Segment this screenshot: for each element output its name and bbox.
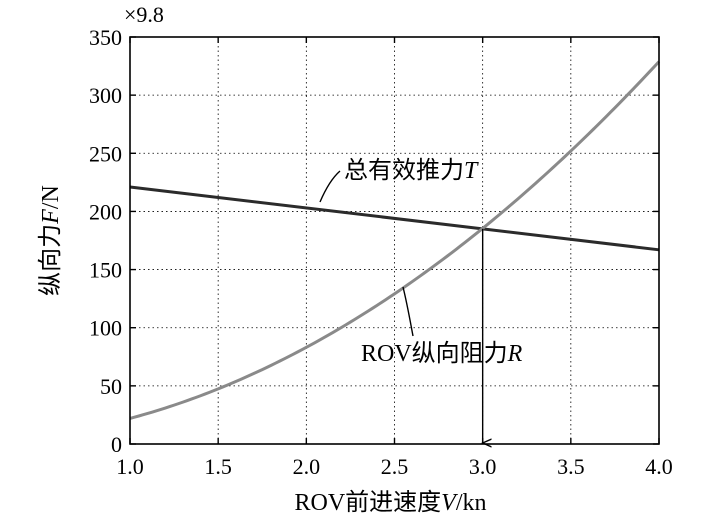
series-label-drag: ROV纵向阻力R bbox=[361, 340, 523, 367]
x-tick-label: 4.0 bbox=[645, 454, 673, 479]
y-tick-label: 200 bbox=[89, 199, 122, 224]
x-tick-label: 2.0 bbox=[293, 454, 321, 479]
y-tick-label: 50 bbox=[100, 374, 122, 399]
x-tick-label: 3.5 bbox=[557, 454, 585, 479]
series-line-drag bbox=[129, 60, 661, 420]
y-tick-label: 100 bbox=[89, 316, 122, 341]
y-axis-label-text: 纵向力 bbox=[37, 224, 64, 296]
series-label-thrust: 总有效推力T bbox=[344, 157, 479, 184]
y-tick-label: 300 bbox=[89, 83, 122, 108]
series-label-thrust-text: 总有效推力 bbox=[344, 157, 464, 184]
x-axis-label-unit: /kn bbox=[456, 490, 487, 516]
drag-label-pointer bbox=[402, 286, 414, 337]
y-axis-label-unit: /N bbox=[38, 185, 64, 209]
x-tick-label: 3.0 bbox=[469, 454, 497, 479]
series-label-drag-text: ROV纵向阻力 bbox=[361, 340, 508, 367]
x-tick-label: 1.0 bbox=[116, 454, 144, 479]
y-tick-label: 350 bbox=[89, 25, 122, 50]
thrust-label-pointer bbox=[319, 170, 341, 203]
x-tick-label: 1.5 bbox=[204, 454, 232, 479]
series-layer bbox=[129, 60, 661, 420]
y-tick-label: 0 bbox=[111, 432, 122, 457]
y-tick-label: 250 bbox=[89, 141, 122, 166]
y-tick-label: 150 bbox=[89, 258, 122, 283]
y-axis-label: 纵向力F/N bbox=[37, 185, 64, 296]
series-line-thrust bbox=[129, 185, 660, 252]
series-label-thrust-symbol: T bbox=[464, 158, 479, 184]
series-label-drag-symbol: R bbox=[507, 341, 523, 367]
x-tick-label: 2.5 bbox=[381, 454, 409, 479]
plot-frame bbox=[129, 36, 660, 445]
x-axis-label-symbol: V bbox=[441, 490, 458, 516]
x-axis-label: ROV前进速度V/kn bbox=[294, 489, 486, 516]
y-axis-multiplier: ×9.8 bbox=[124, 2, 164, 27]
ticks-layer: 1.0 1.5 2.0 2.5 3.0 3.5 4.0 0 50 100 150 200 250 300 3… bbox=[89, 25, 673, 479]
y-axis-label-symbol: F bbox=[38, 209, 64, 225]
x-axis-label-text: ROV前进速度 bbox=[294, 489, 441, 516]
